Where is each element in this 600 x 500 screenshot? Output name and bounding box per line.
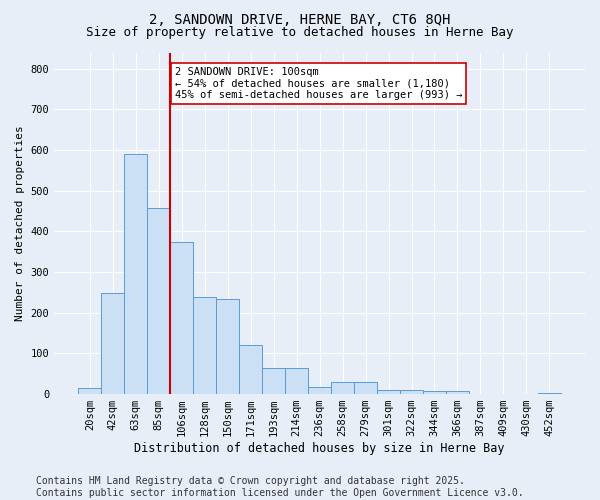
Y-axis label: Number of detached properties: Number of detached properties — [15, 126, 25, 321]
Text: Contains HM Land Registry data © Crown copyright and database right 2025.
Contai: Contains HM Land Registry data © Crown c… — [36, 476, 524, 498]
Bar — [538, 393, 561, 394]
Bar — [423, 391, 446, 394]
Bar — [262, 368, 285, 394]
Bar — [147, 208, 170, 394]
Bar — [170, 242, 193, 394]
Bar — [101, 293, 124, 394]
Bar — [308, 387, 331, 394]
Text: 2 SANDOWN DRIVE: 100sqm
← 54% of detached houses are smaller (1,180)
45% of semi: 2 SANDOWN DRIVE: 100sqm ← 54% of detache… — [175, 66, 463, 100]
Bar — [216, 298, 239, 394]
Bar — [354, 382, 377, 394]
Bar — [377, 390, 400, 394]
Bar — [285, 368, 308, 394]
Bar — [124, 154, 147, 394]
Bar — [400, 390, 423, 394]
Text: 2, SANDOWN DRIVE, HERNE BAY, CT6 8QH: 2, SANDOWN DRIVE, HERNE BAY, CT6 8QH — [149, 12, 451, 26]
Bar — [193, 298, 216, 394]
Bar — [239, 346, 262, 394]
X-axis label: Distribution of detached houses by size in Herne Bay: Distribution of detached houses by size … — [134, 442, 505, 455]
Bar — [446, 391, 469, 394]
Text: Size of property relative to detached houses in Herne Bay: Size of property relative to detached ho… — [86, 26, 514, 39]
Bar — [331, 382, 354, 394]
Bar — [78, 388, 101, 394]
